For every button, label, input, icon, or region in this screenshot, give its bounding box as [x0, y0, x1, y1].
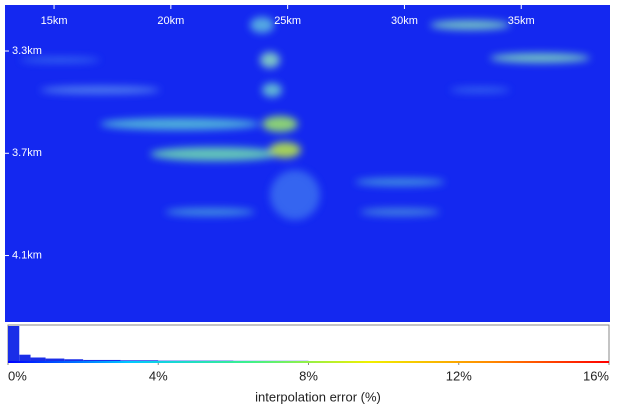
- x-tick-label: 30km: [391, 15, 418, 27]
- histogram-bar: [83, 360, 121, 361]
- figure: 15km 20km 25km 30km 35km 3.3km 3.7km 4.1km 0% 4%…: [0, 0, 620, 408]
- y-tick-label: 3.3km: [12, 45, 42, 57]
- histogram-bar: [8, 326, 19, 361]
- x-tick-label: 8%: [299, 368, 318, 383]
- colorbar: [8, 361, 609, 363]
- x-tick-label: 16%: [583, 368, 609, 383]
- colorbar-label: interpolation error (%): [255, 389, 381, 404]
- x-tick-label: 20km: [157, 15, 184, 27]
- histogram-bar: [19, 355, 30, 361]
- histogram-bar: [64, 359, 83, 361]
- x-tick-label: 12%: [446, 368, 472, 383]
- x-tick-label: 15km: [41, 15, 68, 27]
- histogram-bar: [46, 359, 65, 361]
- x-tick-label: 35km: [508, 15, 535, 27]
- histogram-bar: [121, 360, 159, 361]
- x-tick-label: 0%: [8, 368, 27, 383]
- y-tick-label: 3.7km: [12, 147, 42, 159]
- x-tick-label: 25km: [274, 15, 301, 27]
- heatmap-background: [5, 5, 610, 322]
- histogram-frame: [8, 325, 609, 362]
- y-tick-label: 4.1km: [12, 249, 42, 261]
- histogram-bar: [31, 358, 46, 362]
- x-tick-label: 4%: [149, 368, 168, 383]
